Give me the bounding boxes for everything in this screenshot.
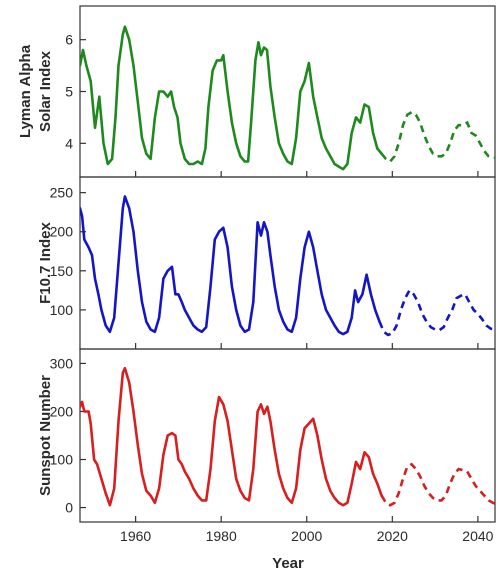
series-observed-f107 [80, 195, 381, 336]
y-tick-label-ssn: 100 [50, 452, 74, 468]
y-axis-title-f107: F10.7 Index [37, 221, 54, 303]
panel-frame-f107 [79, 176, 496, 350]
y-tick-label-ssn: 200 [50, 403, 74, 419]
x-tick-label: 1960 [120, 528, 151, 544]
y-axis-title-ssn: Sunspot Number [37, 375, 54, 496]
x-tick-label: 2000 [291, 528, 322, 544]
series-predicted-f107 [378, 288, 495, 337]
y-tick-label-f107: 100 [50, 302, 74, 318]
y-tick-label-f107: 250 [50, 185, 74, 201]
x-tick-label: 2040 [462, 528, 493, 544]
x-tick-label: 2020 [377, 528, 408, 544]
series-predicted-lyman [380, 110, 495, 164]
y-tick-label-f107: 200 [50, 224, 74, 240]
y-tick-label-lyman: 5 [65, 84, 73, 100]
x-axis-title: Year [272, 555, 304, 572]
series-observed-ssn [80, 366, 383, 507]
series-observed-lyman [80, 25, 383, 171]
y-tick-label-f107: 150 [50, 263, 74, 279]
series-predicted-ssn [380, 462, 495, 507]
y-tick-label-ssn: 0 [65, 500, 73, 516]
x-tick-label: 1980 [206, 528, 237, 544]
panel-lyman: 4 5 6 Lyman Alpha Solar Index [17, 5, 496, 178]
panel-f107: 100 150 200 250 F10.7 Index [37, 176, 496, 350]
y-tick-label-ssn: 300 [50, 355, 74, 371]
panel-frame-ssn [79, 348, 496, 523]
y-tick-label-lyman: 6 [65, 32, 73, 48]
y-axis-title-lyman: Solar Index [37, 50, 54, 132]
y-tick-label-lyman: 4 [65, 135, 73, 151]
y-axis-title-lyman: Lyman Alpha [17, 44, 34, 138]
panel-ssn: 0 100 200 300 Sunspot Number [37, 348, 496, 523]
